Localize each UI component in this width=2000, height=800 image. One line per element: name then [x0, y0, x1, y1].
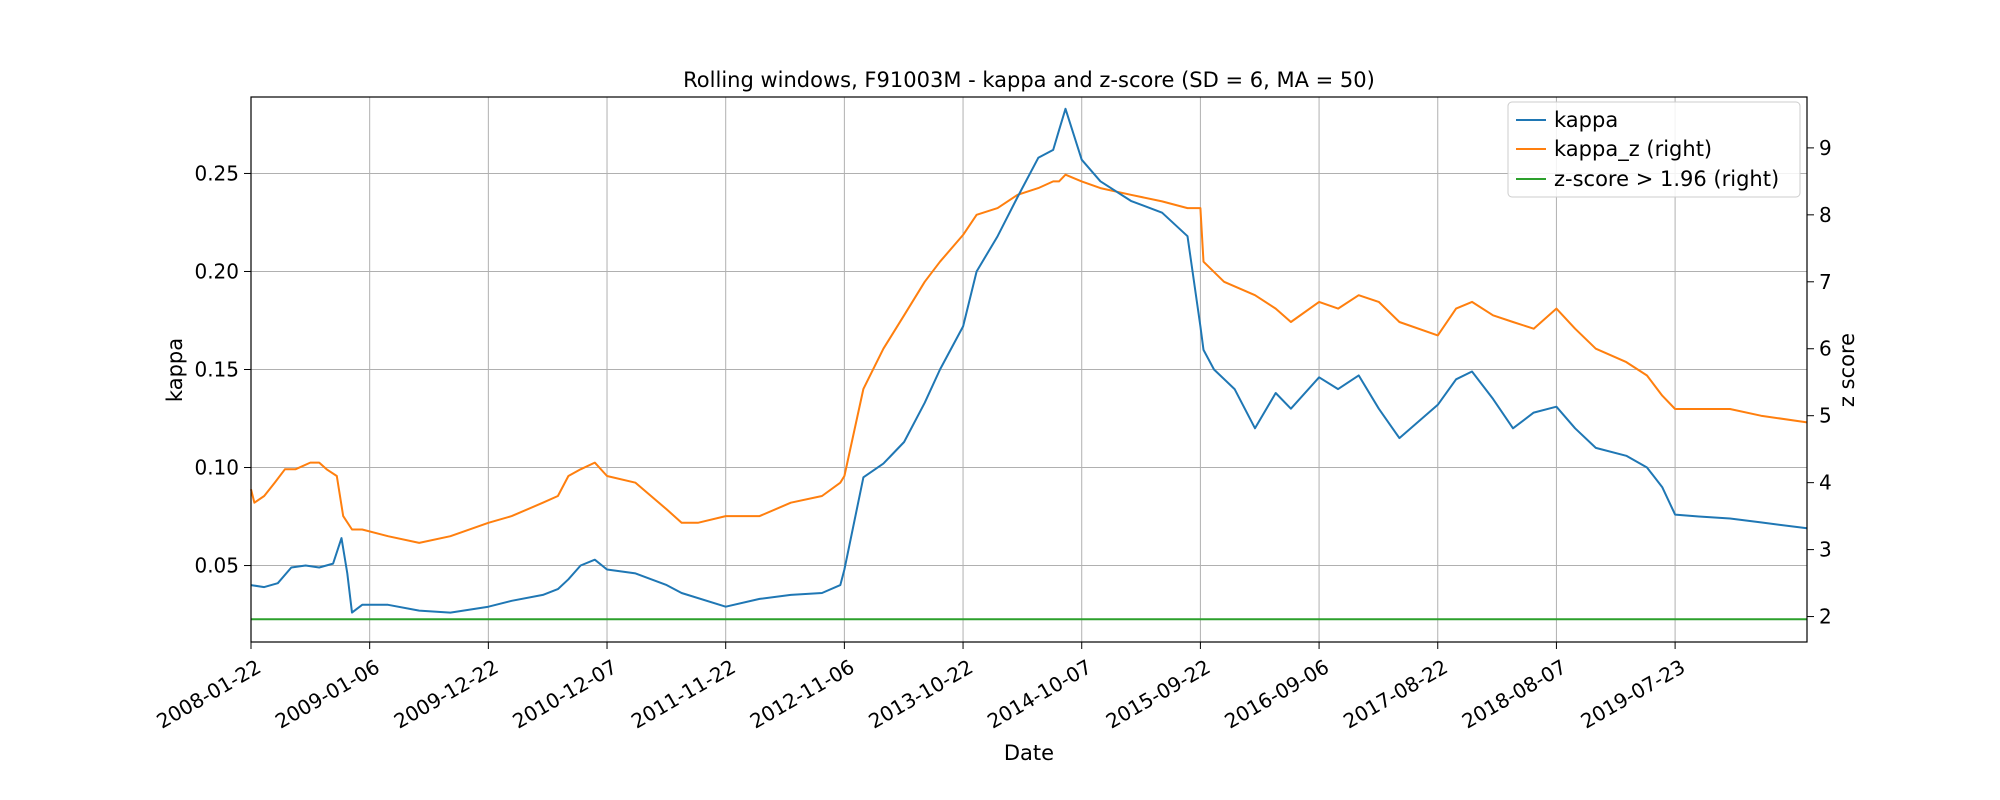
y-right-tick-label: 2	[1819, 605, 1832, 629]
y-axis-left: 0.05 0.10 0.15 0.20 0.25	[194, 161, 251, 578]
x-axis-title: Date	[1004, 741, 1054, 765]
y-right-tick-label: 3	[1819, 538, 1832, 562]
y-right-tick-label: 5	[1819, 404, 1832, 428]
y-right-tick-label: 8	[1819, 203, 1832, 227]
gridlines	[250, 97, 1807, 642]
legend-box	[1507, 101, 1801, 198]
chart-title: Rolling windows, F91003M - kappa and z-s…	[683, 68, 1375, 92]
legend-label-kappa: kappa	[1554, 108, 1618, 132]
y-axis-left-title: kappa	[163, 338, 187, 402]
series-layer	[250, 107, 1808, 621]
y-right-tick-label: 9	[1819, 136, 1832, 160]
y-left-tick-label: 0.25	[194, 161, 239, 185]
y-right-tick-label: 6	[1819, 337, 1832, 361]
y-axis-right-title: z score	[1835, 333, 1859, 407]
series-line-kappa	[250, 107, 1808, 614]
y-left-tick-label: 0.20	[194, 259, 239, 283]
y-axis-right: 2 3 4 5 6 7 8 9	[1807, 136, 1832, 629]
y-left-tick-label: 0.10	[194, 456, 239, 480]
legend-label-threshold: z-score > 1.96 (right)	[1554, 167, 1779, 191]
y-left-tick-label: 0.15	[194, 358, 239, 382]
series-line-kappa-z	[250, 173, 1808, 544]
y-right-tick-label: 7	[1819, 270, 1832, 294]
y-left-tick-label: 0.05	[194, 554, 239, 578]
legend-label-kappa-z: kappa_z (right)	[1554, 137, 1712, 162]
legend: kappa kappa_z (right) z-score > 1.96 (ri…	[1507, 101, 1801, 198]
y-right-tick-label: 4	[1819, 471, 1832, 495]
